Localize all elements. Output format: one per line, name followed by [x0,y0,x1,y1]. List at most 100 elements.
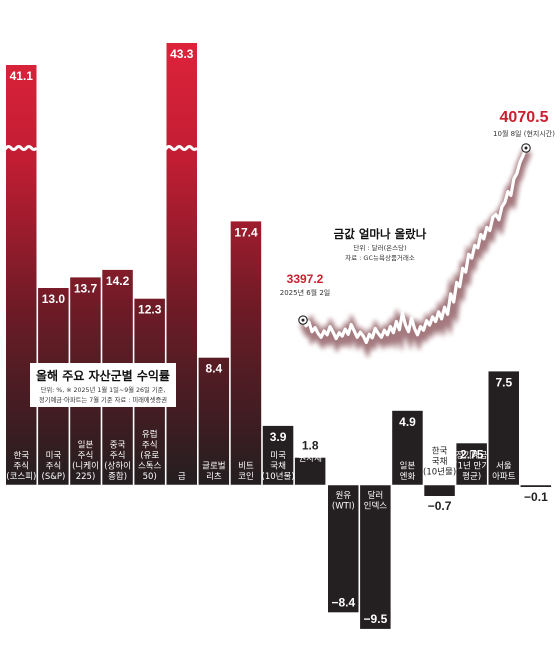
gold-start-date: 2025년 6월 2일 [280,288,331,297]
svg-text:(WTI): (WTI) [332,502,355,512]
bar-value-label-10: −8.4 [331,595,355,609]
svg-text:주식: 주식 [78,451,94,461]
gold-start-value: 3397.2 [287,272,324,286]
bar-0 [6,65,37,485]
svg-text:국채: 국채 [432,456,448,467]
svg-text:주식: 주식 [46,462,62,472]
svg-text:(10년물): (10년물) [423,467,456,478]
bar-value-label-0: 41.1 [10,69,34,83]
bar-9 [294,457,326,485]
svg-text:(S&P): (S&P) [42,472,66,482]
bar-value-label-7: 17.4 [234,225,258,239]
svg-text:주식: 주식 [13,462,29,472]
gold-chart-subtitle-0: 단위 : 달러(온스당) [353,243,406,252]
bar-5 [166,43,197,485]
gold-chart-title: 금값 얼마나 올랐나 [334,227,427,241]
svg-text:(코스피): (코스피) [6,472,36,482]
svg-text:인덱스: 인덱스 [364,501,388,512]
bar-value-label-16: −0.1 [524,490,548,504]
svg-text:국채: 국채 [270,461,286,472]
svg-text:(유로: (유로 [140,451,159,461]
bar-10 [328,485,359,613]
svg-text:엔화: 엔화 [400,471,416,482]
svg-text:한국: 한국 [13,451,29,461]
bar-16 [520,485,552,487]
svg-text:(10년물): (10년물) [262,471,295,482]
category-label-10: 원유(WTI) [332,491,355,512]
bar-14 [456,443,487,485]
bar-value-label-14: 2.75 [460,447,484,461]
bar-chart-title: 올해 주요 자산군별 수익률 [36,368,170,383]
svg-text:한국: 한국 [432,447,448,457]
svg-text:(상하이: (상하이 [104,461,131,472]
svg-text:금: 금 [178,472,186,482]
gold-price-line [301,146,528,344]
bar-8 [262,425,294,485]
svg-text:원유: 원유 [335,491,351,501]
svg-text:서울: 서울 [496,462,512,472]
bar-15 [488,371,519,485]
gold-line-shadow [299,149,532,359]
gold-end-value: 4070.5 [500,109,549,126]
bar-7 [230,221,262,485]
svg-text:일본: 일본 [78,441,94,451]
svg-text:주식: 주식 [142,441,158,451]
axis-break-mark-0 [3,145,38,151]
svg-text:(1년 만기: (1년 만기 [454,461,489,472]
bar-value-label-11: −9.5 [364,612,388,626]
svg-text:평균): 평균) [462,471,481,482]
bar-chart-subtitle-0: 단위: %, ※ 2025년 1월 1일~9월 26일 기준, [41,385,166,394]
svg-text:비트: 비트 [238,462,254,472]
svg-text:코인: 코인 [238,471,254,482]
svg-text:정기예금: 정기예금 [456,450,487,461]
svg-text:글로벌: 글로벌 [202,461,226,472]
svg-text:중국: 중국 [110,441,126,451]
svg-text:주식: 주식 [110,451,126,461]
svg-text:미국: 미국 [46,451,62,461]
svg-text:일본: 일본 [400,462,416,472]
gold-end-date: 10월 8일 (현지시간) [493,129,555,138]
bar-value-label-9: 1.8 [302,439,319,453]
svg-text:50): 50) [143,472,157,482]
category-label-5: 금 [178,472,186,482]
bar-value-label-1: 13.0 [42,292,66,306]
svg-text:스톡스: 스톡스 [138,462,162,472]
bar-value-label-6: 8.4 [206,362,223,376]
svg-text:225): 225) [76,472,96,482]
svg-text:종합): 종합) [108,472,127,482]
axis-break-mark-5 [163,145,199,151]
bar-value-label-12: 4.9 [399,415,416,429]
bar-6 [198,357,230,485]
bar-chart-subtitle-1: 정기예금·아파트는 7월 기준 자료 : 미래에셋증권 [39,395,167,404]
svg-text:달러: 달러 [368,490,384,501]
bar-value-label-8: 3.9 [270,430,287,444]
bar-value-label-2: 13.7 [74,281,98,295]
bar-value-label-4: 12.3 [138,303,162,317]
svg-text:아파트: 아파트 [492,471,516,482]
svg-text:원자재: 원자재 [298,454,321,464]
svg-text:유럽: 유럽 [142,430,158,440]
bar-12 [392,410,423,485]
bar-11 [360,485,391,629]
svg-text:(니케이: (니케이 [72,461,99,472]
category-label-9: 원자재 [298,454,321,464]
bar-value-label-13: −0.7 [428,499,452,513]
bar-value-label-15: 7.5 [495,375,512,389]
gold-chart-subtitle-1: 자료 : GC뉴욕상품거래소 [345,253,415,262]
svg-text:리츠: 리츠 [206,472,222,482]
bar-value-label-3: 14.2 [106,274,130,288]
